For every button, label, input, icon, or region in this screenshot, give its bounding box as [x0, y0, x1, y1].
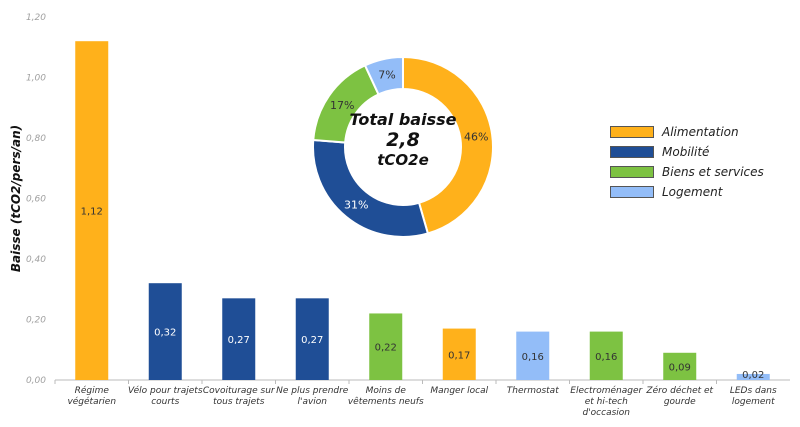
bar	[589, 331, 623, 380]
x-tick-label: Moins de	[366, 386, 407, 396]
bar	[222, 298, 256, 380]
y-tick-label: 1,00	[26, 74, 46, 84]
y-tick-label: 1,20	[26, 13, 46, 23]
bar-value-label: 0,02	[742, 370, 764, 381]
legend-label: Mobilité	[662, 145, 710, 159]
x-tick-label: Electroménager	[570, 385, 643, 396]
bar-value-label: 0,27	[301, 335, 323, 346]
legend-item-logement: Logement	[610, 182, 764, 202]
bar-value-label: 0,09	[669, 362, 691, 373]
legend-swatch	[610, 146, 654, 158]
x-tick-label: Zéro déchet et	[645, 385, 713, 396]
bar	[442, 328, 476, 380]
bar	[75, 41, 109, 380]
x-tick-label: Thermostat	[507, 386, 559, 396]
legend-item-alimentation: Alimentation	[610, 122, 764, 142]
bar	[148, 283, 182, 380]
bar-value-label: 1,12	[81, 207, 103, 218]
x-tick-label: d'occasion	[582, 408, 630, 418]
bar-value-label: 0,17	[448, 350, 470, 361]
x-tick-label: Manger local	[430, 386, 488, 396]
y-tick-label: 0,80	[26, 134, 46, 144]
x-tick-label: tous trajets	[213, 397, 265, 407]
bar-value-label: 0,16	[522, 352, 544, 363]
y-tick-label: 0,60	[26, 195, 46, 205]
legend-swatch	[610, 186, 654, 198]
legend-item-biens: Biens et services	[610, 162, 764, 182]
donut-slice-label: 7%	[378, 69, 395, 82]
x-tick-label: vêtements neufs	[348, 396, 424, 407]
donut-total-unit: tCO2e	[377, 151, 429, 169]
x-tick-label: gourde	[664, 397, 696, 407]
bar-value-label: 0,32	[154, 328, 176, 339]
x-tick-label: LEDs dans	[730, 386, 777, 396]
x-tick-label: Régime	[75, 385, 110, 396]
donut-center-text: Total baisse 2,8 tCO2e	[343, 110, 463, 169]
legend-label: Biens et services	[662, 165, 764, 179]
x-tick-label: courts	[151, 397, 179, 407]
donut-slice	[363, 55, 404, 96]
donut-total-label: Total baisse	[349, 110, 457, 129]
y-tick-label: 0,20	[26, 316, 46, 326]
legend-label: Alimentation	[662, 125, 739, 139]
bar-value-label: 0,22	[375, 343, 397, 354]
bar	[736, 373, 770, 380]
bar	[295, 298, 329, 380]
x-tick-label: Covoiturage sur	[203, 386, 276, 396]
donut-slice-label: 17%	[330, 99, 354, 112]
legend-item-mobilite: Mobilité	[610, 142, 764, 162]
x-tick-label: l'avion	[297, 397, 327, 407]
bar	[516, 331, 550, 380]
legend-swatch	[610, 166, 654, 178]
x-tick-label: logement	[732, 397, 775, 407]
donut-total-value: 2,8	[386, 129, 420, 151]
x-tick-label: Ne plus prendre	[276, 386, 349, 396]
y-axis-label: Baisse (tCO2/pers/an)	[9, 125, 23, 272]
bar	[663, 352, 697, 380]
x-tick-label: Vélo pour trajets	[128, 385, 203, 396]
donut-slice-label: 31%	[344, 198, 368, 211]
bar-value-label: 0,27	[228, 335, 250, 346]
x-tick-label: végétarien	[67, 396, 116, 407]
y-tick-label: 0,00	[26, 376, 46, 386]
legend-swatch	[610, 126, 654, 138]
bar	[369, 313, 403, 380]
y-tick-label: 0,40	[26, 255, 46, 265]
legend-label: Logement	[662, 185, 723, 199]
donut-slice-label: 46%	[464, 131, 488, 144]
bar-value-label: 0,16	[595, 352, 617, 363]
x-tick-label: et hi-tech	[585, 397, 628, 407]
legend: Alimentation Mobilité Biens et services …	[610, 122, 764, 202]
donut-slice	[402, 55, 494, 235]
